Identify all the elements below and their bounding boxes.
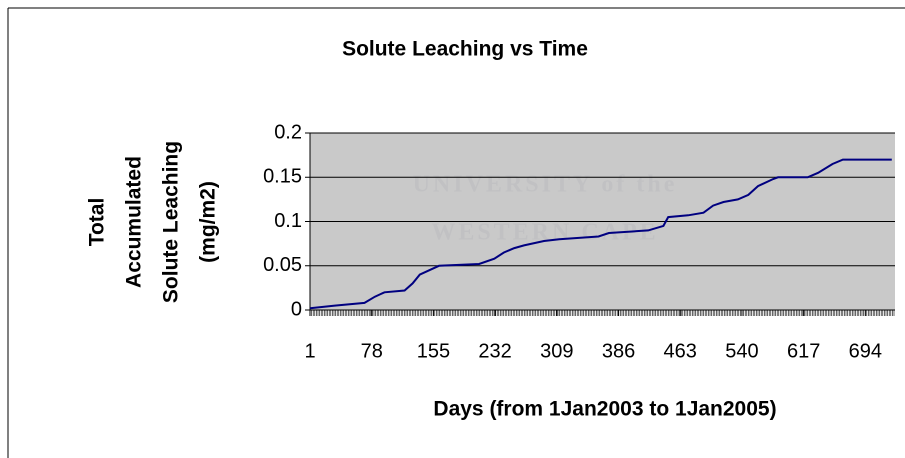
x-tick-label: 78	[361, 340, 383, 362]
x-tick-label: 386	[602, 340, 635, 362]
x-axis-title: Days (from 1Jan2003 to 1Jan2005)	[433, 398, 776, 421]
y-tick-label: 0.2	[274, 121, 302, 143]
chart: Solute Leaching vs Time Days (from 1Jan2…	[0, 0, 905, 458]
x-tick-label: 155	[417, 340, 450, 362]
x-tick-label: 694	[849, 340, 882, 362]
y-axis-title: Accumulated	[123, 156, 146, 288]
y-axis-title: Total	[86, 198, 109, 247]
x-tick-label: 463	[664, 340, 697, 362]
y-tick-label: 0.1	[274, 210, 302, 232]
y-axis-title: Solute Leaching	[160, 141, 183, 303]
chart-title: Solute Leaching vs Time	[342, 38, 588, 61]
x-minor-ticks	[310, 310, 894, 316]
y-tick-label: 0	[291, 298, 302, 320]
x-tick-label: 1	[304, 340, 315, 362]
y-axis-title: (mg/m2)	[197, 181, 220, 263]
x-tick-label: 540	[725, 340, 758, 362]
x-tick-label: 617	[787, 340, 820, 362]
y-tick-label: 0.05	[263, 254, 302, 276]
x-tick-label: 309	[540, 340, 573, 362]
x-tick-label: 232	[478, 340, 511, 362]
y-tick-label: 0.15	[263, 166, 302, 188]
